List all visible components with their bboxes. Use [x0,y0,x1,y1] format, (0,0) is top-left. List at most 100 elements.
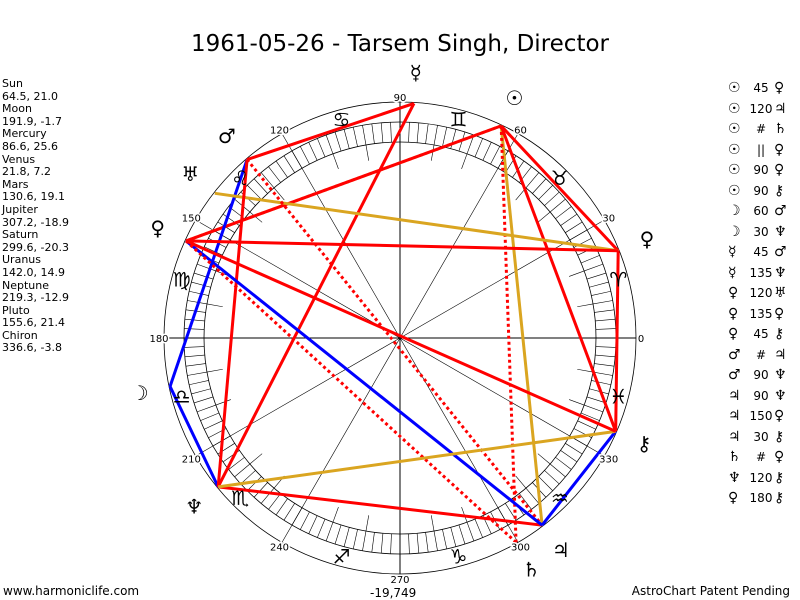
aspect-line [185,239,617,433]
patent-note: AstroChart Patent Pending [631,584,790,598]
zodiac-sign-icon: ♓ [609,384,627,408]
planet-name: Mercury [2,127,47,141]
ten-degree-tick [577,303,594,308]
degree-tick [544,470,560,485]
planet-glyph-icon: ♀ [774,449,785,465]
degree-tick [352,127,358,147]
planet-glyph-icon: ⚷ [774,182,785,199]
planet-coords: 142.0, 14.9 [2,265,65,279]
aspect-row: ♂ # ♃ [728,345,787,366]
degree-tick [433,530,438,551]
aspect-row: ☉ 120 ♃ [728,99,787,120]
spoke-line [281,133,401,339]
degree-label: 120 [270,125,289,136]
aspect-type: 120 [749,470,773,485]
aspect-row: ♂ 90 ♆ [728,365,787,386]
planet-glyph-icon: ♀ [774,80,785,96]
degree-tick [204,420,223,430]
degree-tick [466,134,475,154]
ten-degree-tick [206,368,223,373]
planet-glyph-icon: ♃ [728,387,741,404]
degree-tick [565,221,583,233]
degree-tick [283,155,295,173]
aspect-type: 45 [753,81,769,95]
degree-tick [362,125,367,146]
degree-tick [275,498,288,516]
zodiac-sign-icon: ♈ [609,268,627,292]
planet-glyph-icon: ♅ [774,285,787,301]
zodiac-sign-icon: ♊ [450,108,468,132]
planet-glyph-icon: ♆ [774,264,787,281]
aspect-row: ☉ 90 ♀ [728,160,787,181]
planet-coords: 307.2, -18.9 [2,215,69,229]
degree-tick [343,129,350,149]
planet-coords: 130.6, 19.1 [2,190,65,204]
planet-name: Saturn [2,228,39,242]
aspect-row: ♆ 120 ⚷ [728,468,787,489]
planet-glyph-icon: ⚷ [774,490,785,506]
degree-tick [390,533,392,554]
planet-glyph-icon: ♂ [774,244,787,260]
degree-label: 300 [511,543,530,554]
spoke-line [195,337,401,457]
aspect-line [185,239,619,253]
aspect-type: 135 [749,306,773,321]
ten-degree-tick [569,270,585,277]
degree-tick [442,529,448,549]
ten-degree-tick [430,515,435,532]
planet-name: Venus [2,152,36,166]
aspect-row: ♀ 180 ⚷ [728,488,787,509]
planet-glyph-icon: ♃ [774,100,787,117]
website-link[interactable]: www.harmoniclife.com [3,584,140,598]
planet-glyph-icon: ♄ [522,557,540,581]
ten-degree-tick [249,211,263,223]
planet-glyph-icon: ♀ [774,162,785,178]
planet-glyph-icon: ☉ [728,141,741,158]
aspect-row: ♀ 45 ⚷ [728,324,787,345]
spoke-line [195,219,401,339]
aspect-type: 90 [753,183,769,198]
degree-tick [184,346,205,348]
planet-glyph-icon: ♂ [728,346,741,363]
zodiac-sign-icon: ♋ [333,108,351,132]
planet-glyph-icon: ♀ [150,216,165,240]
degree-tick [555,457,572,470]
aspect-row: ☉ || ♀ [728,140,787,161]
degree-tick [474,518,483,538]
ten-degree-tick [430,144,435,161]
degree-tick [184,328,205,330]
degree-label: 90 [394,93,407,104]
ten-degree-tick [515,475,527,489]
aspect-type: 30 [753,224,769,239]
degree-tick [260,487,275,504]
aspect-list: ☉ 45 ♀ ☉ 120 ♃ ☉ # ♄ ☉ || ♀ ☉ 90 ♀ ☉ 90 ⚷ ☽ 60 ♂ ☽ 30 ♆ ☿ 45 ♂ ☿ 135… [728,78,787,509]
zodiac-sign-icon: ♑ [450,544,468,568]
degree-tick [247,185,262,200]
aspect-type: 90 [753,368,769,382]
aspect-line [185,124,502,243]
degree-tick [595,346,616,348]
spoke-line [399,133,519,339]
aspect-row: ☉ 45 ♀ [728,78,787,99]
degree-tick [325,134,334,154]
planet-name: Uranus [2,253,41,267]
degree-tick [193,396,214,404]
degree-tick [458,524,466,545]
aspect-type: # [755,347,767,362]
degree-tick [532,178,547,194]
aspect-type: # [755,450,767,464]
degree-tick [442,127,448,147]
zodiac-sign-icon: ♌ [231,166,249,190]
planet-glyph-icon: ♆ [185,494,203,518]
degree-tick [380,533,384,554]
degree-tick [425,532,429,553]
aspect-row: ♃ 150 ♀ [728,406,787,427]
planet-glyph-icon: ♀ [774,141,785,158]
planet-coords: 86.6, 25.6 [2,139,58,153]
degree-tick [247,476,262,491]
aspect-row: ♃ 30 ⚷ [728,427,787,448]
degree-tick [525,487,540,504]
degree-label: 60 [514,125,527,136]
planet-glyph-icon: ☉ [506,86,524,110]
aspect-row: ♄ # ♀ [728,447,787,468]
